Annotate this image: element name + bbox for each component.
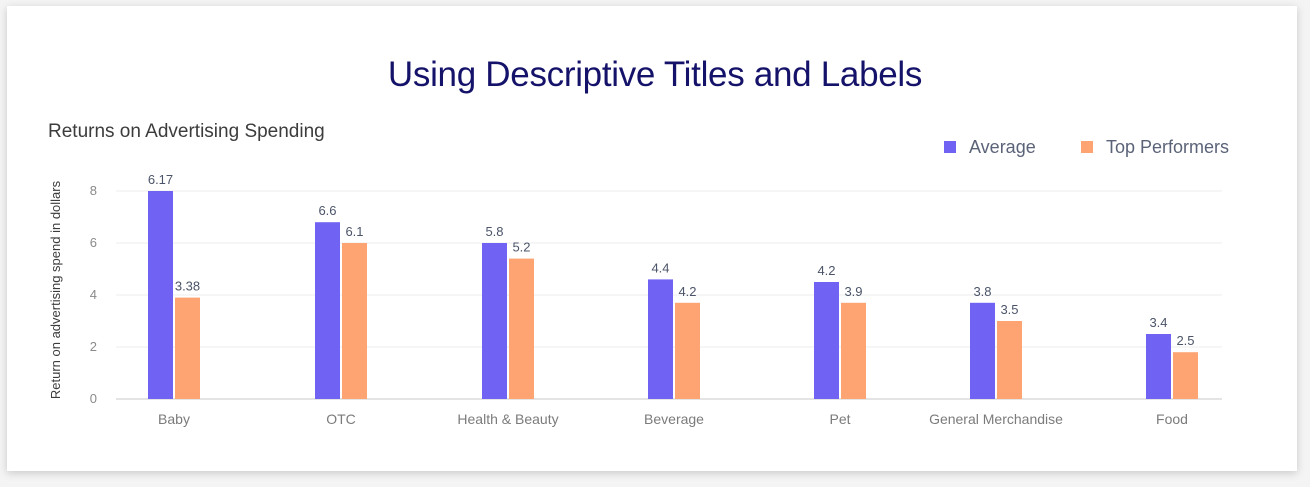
data-label: 3.8 <box>973 284 991 299</box>
legend-swatch-top-performers <box>1081 141 1093 153</box>
legend-label-average: Average <box>969 136 1036 157</box>
bar <box>175 297 200 399</box>
y-tick-label: 0 <box>90 391 97 406</box>
legend-swatch-average <box>944 141 956 153</box>
data-label: 5.8 <box>485 224 503 239</box>
y-tick-label: 4 <box>90 287 97 302</box>
bar <box>1146 334 1171 399</box>
data-label: 4.2 <box>678 284 696 299</box>
bar <box>342 243 367 399</box>
x-tick-label: Pet <box>829 411 850 427</box>
bar <box>841 302 866 399</box>
data-label: 3.4 <box>1149 315 1167 330</box>
data-label: 2.5 <box>1176 333 1194 348</box>
data-label: 3.9 <box>844 284 862 299</box>
page-title: Using Descriptive Titles and Labels <box>387 55 923 94</box>
data-label: 4.4 <box>651 260 669 275</box>
bar <box>315 222 340 399</box>
x-tick-label: OTC <box>326 411 356 427</box>
legend-label-top-performers: Top Performers <box>1106 136 1230 157</box>
data-label: 3.5 <box>1000 302 1018 317</box>
data-label: 5.2 <box>512 240 530 255</box>
data-label: 4.2 <box>817 263 835 278</box>
bar <box>970 302 995 399</box>
x-tick-label: Food <box>1156 411 1188 427</box>
legend-item-average: Average <box>944 136 1036 158</box>
data-label: 6.1 <box>345 224 363 239</box>
data-label: 3.38 <box>175 279 200 294</box>
y-axis-label: Return on advertising spend in dollars <box>48 180 63 399</box>
bar <box>1173 352 1198 399</box>
bar <box>509 258 534 399</box>
x-tick-label: Baby <box>158 411 190 427</box>
y-tick-label: 2 <box>90 339 97 354</box>
y-tick-label: 8 <box>90 183 97 198</box>
y-tick-label: 6 <box>90 235 97 250</box>
bar <box>482 243 507 399</box>
data-label: 6.17 <box>148 172 173 187</box>
bar <box>997 321 1022 399</box>
bar <box>675 302 700 399</box>
x-tick-label: Health & Beauty <box>457 411 558 427</box>
bar <box>148 191 173 399</box>
x-tick-label: General Merchandise <box>929 411 1063 427</box>
chart-title: Returns on Advertising Spending <box>48 121 325 142</box>
bar <box>648 279 673 399</box>
data-label: 6.6 <box>318 203 336 218</box>
bar <box>814 282 839 399</box>
legend-item-top-performers: Top Performers <box>1081 136 1229 158</box>
x-tick-label: Beverage <box>644 411 704 427</box>
